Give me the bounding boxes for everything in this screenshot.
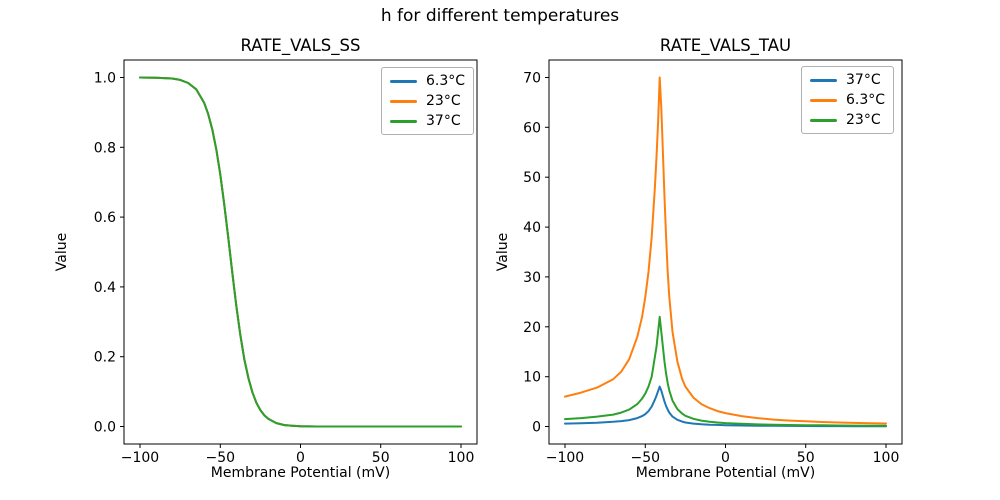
legend-entry: 23°C xyxy=(390,92,465,110)
y-tick-label: 30 xyxy=(523,270,541,286)
y-tick-label: 0.6 xyxy=(94,210,116,226)
y-tick-label: 1.0 xyxy=(94,71,116,87)
y-tick-label: 20 xyxy=(523,320,541,336)
y-tick-label: 0.8 xyxy=(94,140,116,156)
legend-label: 6.3°C xyxy=(426,73,466,89)
x-tick-label: 0 xyxy=(721,450,730,466)
x-tick-label: 50 xyxy=(797,450,815,466)
y-tick-label: 60 xyxy=(523,120,541,136)
left-plot-legend: 6.3°C 23°C 37°C xyxy=(381,67,475,135)
y-tick-label: 0.4 xyxy=(94,280,116,296)
legend-label: 37°C xyxy=(846,72,881,88)
y-tick-label: 10 xyxy=(523,370,541,386)
legend-entry: 37°C xyxy=(390,112,465,130)
legend-line-swatch xyxy=(390,119,417,123)
legend-entry: 6.3°C xyxy=(810,91,885,109)
legend-line-swatch xyxy=(810,78,837,82)
y-tick-label: 0.2 xyxy=(94,350,116,366)
legend-entry: 6.3°C xyxy=(390,72,465,90)
x-tick-label: −50 xyxy=(631,450,661,466)
x-tick-label: −50 xyxy=(206,450,236,466)
x-tick-label: 50 xyxy=(372,450,390,466)
legend-entry: 23°C xyxy=(810,111,885,129)
y-tick-label: 40 xyxy=(523,220,541,236)
right-plot-legend: 37°C 6.3°C 23°C xyxy=(801,66,895,134)
legend-label: 23°C xyxy=(426,93,461,109)
series-line-37C xyxy=(564,385,887,428)
figure-title: h for different temperatures xyxy=(380,6,620,26)
series-line-23C xyxy=(564,315,887,427)
y-tick-label: 70 xyxy=(523,71,541,87)
right-plot-title: RATE_VALS_TAU xyxy=(659,36,792,55)
y-tick-label: 0.0 xyxy=(94,420,116,436)
right-x-axis-label: Membrane Potential (mV) xyxy=(635,465,816,481)
left-x-axis-label: Membrane Potential (mV) xyxy=(210,465,391,481)
legend-line-swatch xyxy=(810,118,837,122)
x-tick-label: 100 xyxy=(448,450,475,466)
y-tick-label: 0 xyxy=(532,420,541,436)
legend-line-swatch xyxy=(810,98,837,102)
legend-label: 37°C xyxy=(426,113,461,129)
y-tick-label: 50 xyxy=(523,170,541,186)
legend-label: 6.3°C xyxy=(846,92,886,108)
x-tick-label: −100 xyxy=(121,450,159,466)
right-y-axis-label: Value xyxy=(495,232,511,272)
legend-label: 23°C xyxy=(846,112,881,128)
legend-line-swatch xyxy=(390,79,417,83)
legend-entry: 37°C xyxy=(810,71,885,89)
left-plot-title: RATE_VALS_SS xyxy=(240,36,361,55)
x-tick-label: 0 xyxy=(296,450,305,466)
x-tick-label: −100 xyxy=(546,450,584,466)
legend-line-swatch xyxy=(390,99,417,103)
x-tick-label: 100 xyxy=(873,450,900,466)
left-y-axis-label: Value xyxy=(54,232,70,272)
